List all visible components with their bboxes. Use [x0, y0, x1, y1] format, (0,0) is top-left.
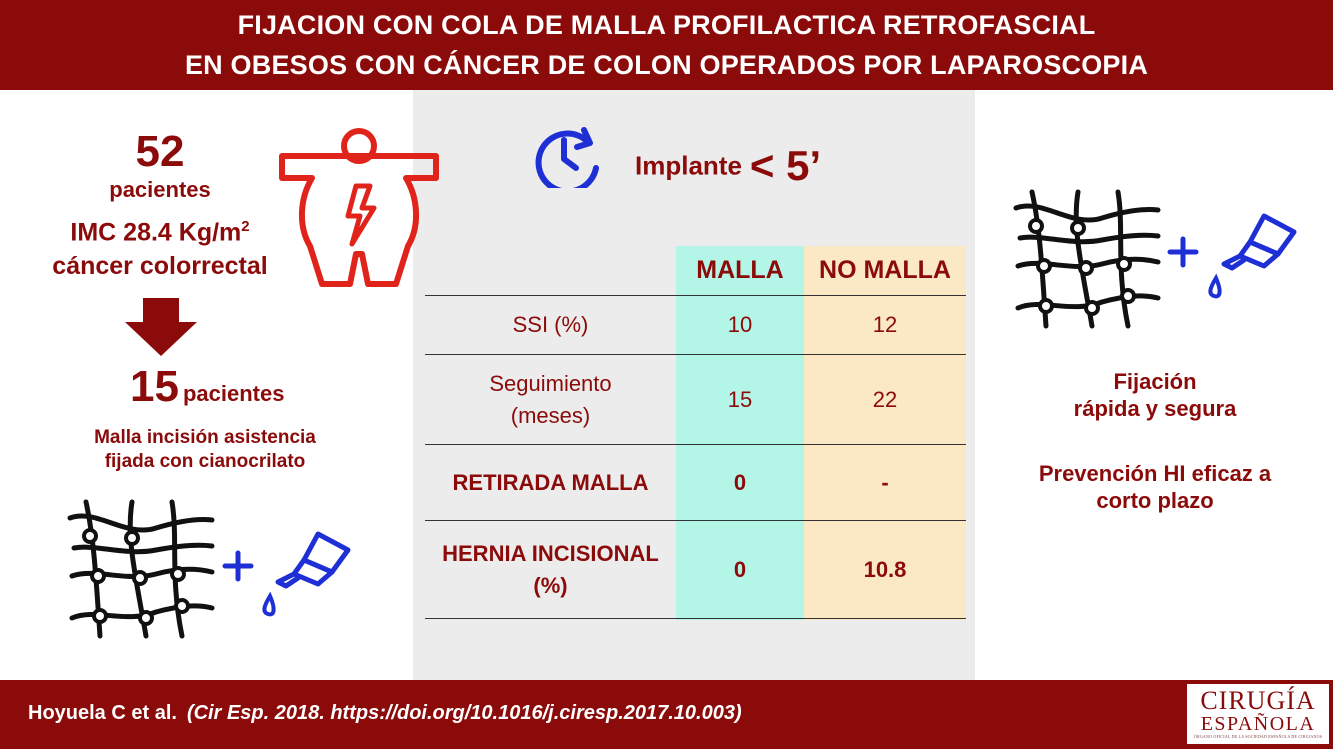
- row-label-seguimiento-line-2: (meses): [510, 402, 591, 428]
- imc-text: IMC 28.4 Kg/m2: [30, 218, 290, 247]
- cell-hernia-malla: 0: [733, 556, 747, 582]
- arrow-down-icon: [125, 298, 197, 356]
- row-label-hernia: HERNIA INCISIONAL (%): [425, 521, 676, 618]
- fixation-text: Fijación rápida y segura: [1040, 368, 1270, 422]
- table-header-malla: MALLA: [696, 256, 784, 284]
- malla-column-bg: [676, 246, 804, 620]
- results-table: MALLA NO MALLA SSI (%) 10 12 Seguimiento…: [425, 246, 966, 619]
- row-label-retirada: RETIRADA MALLA: [452, 469, 649, 495]
- header-banner: FIJACION CON COLA DE MALLA PROFILACTICA …: [0, 0, 1333, 90]
- citation: Hoyuela C et al. (Cir Esp. 2018. https://…: [28, 702, 742, 725]
- table-row: Seguimiento (meses) 15 22: [425, 355, 966, 445]
- row-label-hernia-line-2: (%): [533, 572, 568, 598]
- prevention-text: Prevención HI eficaz a corto plazo: [1010, 460, 1300, 514]
- prevention-line-1: Prevención HI eficaz a: [1038, 461, 1272, 486]
- row-label-hernia-line-1: HERNIA INCISIONAL: [442, 540, 659, 566]
- mesh-icon: [1013, 189, 1161, 329]
- table-row: SSI (%) 10 12: [425, 296, 966, 355]
- glue-bottle-icon: [1208, 213, 1297, 299]
- title-line-1: FIJACION CON COLA DE MALLA PROFILACTICA …: [237, 10, 1096, 40]
- implant-value: < 5’: [749, 142, 822, 189]
- cell-seguimiento-no-malla: 22: [872, 386, 898, 412]
- table-header-row: MALLA NO MALLA: [425, 246, 966, 296]
- table-row: HERNIA INCISIONAL (%) 0 10.8: [425, 521, 966, 619]
- glue-bottle-icon: [262, 531, 351, 617]
- mesh-patients-label: pacientes: [182, 381, 285, 406]
- row-label-ssi: SSI (%): [512, 312, 589, 337]
- obese-body-icon: [279, 128, 439, 287]
- row-label-seguimiento: Seguimiento (meses): [425, 355, 676, 444]
- cell-ssi-malla: 10: [727, 312, 753, 337]
- cell-ssi-no-malla: 12: [872, 312, 898, 337]
- cell-hernia-no-malla: 10.8: [863, 556, 907, 582]
- implant-time: Implante < 5’: [635, 142, 821, 190]
- total-patients-label: pacientes: [109, 177, 211, 202]
- cell-seguimiento-malla: 15: [727, 386, 753, 412]
- mesh-patients-count: 15: [130, 362, 179, 411]
- mesh-patients: 15 pacientes: [130, 362, 284, 412]
- imc-superscript: 2: [241, 218, 250, 235]
- journal-logo: CIRUGÍA ESPAÑOLA ÓRGANO OFICIAL DE LA SO…: [1187, 684, 1329, 744]
- plus-icon: [1167, 236, 1199, 268]
- no-malla-column-bg: [804, 246, 966, 620]
- fixation-line-1: Fijación: [1113, 369, 1197, 394]
- logo-line-2: ESPAÑOLA: [1200, 713, 1316, 735]
- table-header-no-malla: NO MALLA: [819, 256, 951, 284]
- logo-line-3: ÓRGANO OFICIAL DE LA SOCIEDAD ESPAÑOLA D…: [1193, 734, 1323, 739]
- plus-icon: [222, 550, 254, 582]
- clock-icon: [535, 127, 599, 188]
- citation-reference: (Cir Esp. 2018. https://doi.org/10.1016/…: [186, 702, 742, 724]
- row-label-seguimiento-line-1: Seguimiento: [489, 370, 612, 396]
- logo-line-1: CIRUGÍA: [1200, 686, 1316, 715]
- mesh-icon: [67, 499, 215, 639]
- implant-label: Implante: [635, 150, 742, 181]
- mesh-description-line-1: Malla incisión asistencia: [94, 427, 316, 448]
- fixation-line-2: rápida y segura: [1073, 396, 1237, 421]
- prevention-line-2: corto plazo: [1096, 488, 1214, 513]
- total-patients-count: 52: [135, 127, 185, 176]
- footer-banner: Hoyuela C et al. (Cir Esp. 2018. https://…: [0, 680, 1333, 749]
- diagnosis-text: cáncer colorrectal: [52, 252, 268, 280]
- table-header-empty: [425, 246, 676, 295]
- title-line-2: EN OBESOS CON CÁNCER DE COLON OPERADOS P…: [184, 50, 1149, 80]
- cell-retirada-no-malla: -: [881, 469, 889, 495]
- citation-authors: Hoyuela C et al.: [28, 702, 177, 724]
- imc-label: IMC 28.4 Kg/m: [70, 218, 242, 247]
- table-row: RETIRADA MALLA 0 -: [425, 445, 966, 521]
- mesh-description-line-2: fijada con cianocrilato: [104, 451, 306, 472]
- cell-retirada-malla: 0: [733, 469, 747, 495]
- mesh-description: Malla incisión asistencia fijada con cia…: [55, 426, 355, 474]
